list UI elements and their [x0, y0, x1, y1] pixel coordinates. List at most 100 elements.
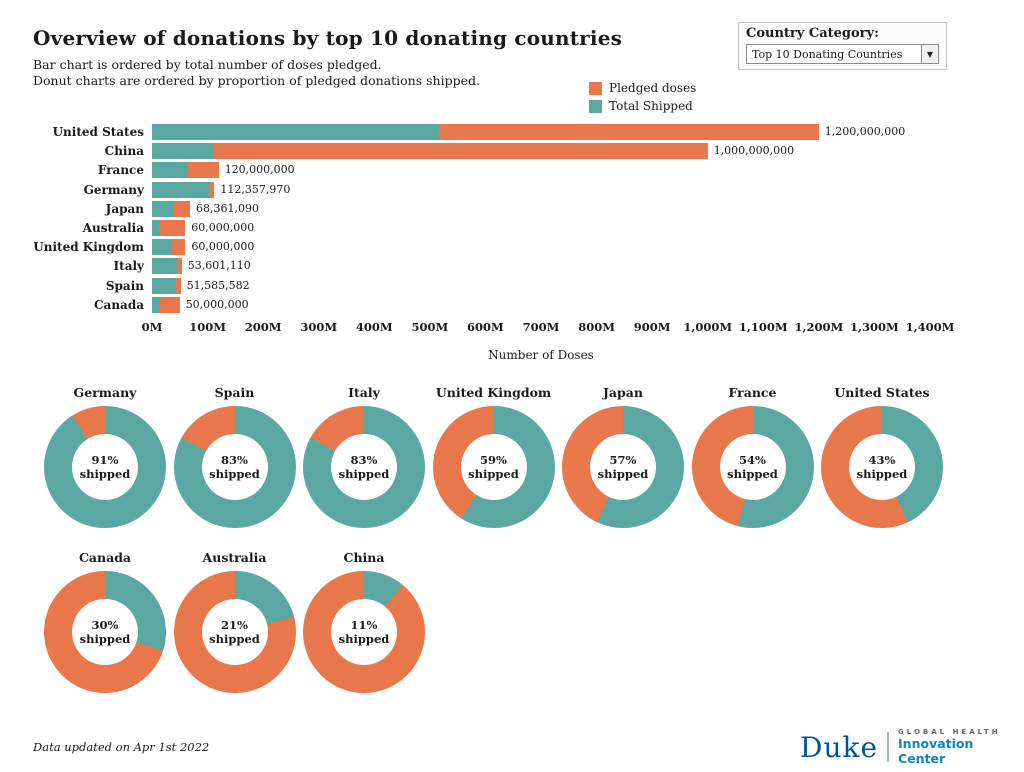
pledged-segment[interactable]: [171, 239, 186, 255]
shipped-segment[interactable]: [152, 297, 161, 313]
donut-title: Italy: [348, 385, 380, 400]
donut-spain: Spain 83% shipped: [170, 385, 300, 528]
bar-row-italy[interactable]: 53,601,110: [152, 258, 251, 274]
pledged-segment[interactable]: [173, 201, 190, 217]
donut-united-kingdom: United Kingdom 59% shipped: [429, 385, 559, 528]
pledged-segment[interactable]: [159, 220, 186, 236]
donut-ring[interactable]: 11% shipped: [303, 571, 425, 693]
x-tick-label: 1,200M: [794, 320, 844, 334]
donut-ring[interactable]: 43% shipped: [821, 406, 943, 528]
donut-italy: Italy 83% shipped: [299, 385, 429, 528]
shipped-segment[interactable]: [152, 162, 188, 178]
donut-ring[interactable]: 59% shipped: [432, 406, 555, 528]
pledged-segment[interactable]: [188, 162, 219, 178]
donut-title: United States: [834, 385, 930, 400]
x-tick-label: 1,100M: [738, 320, 788, 334]
pledged-segment[interactable]: [176, 258, 182, 274]
donut-title: Australia: [202, 550, 267, 565]
bar-country-label-germany: Germany: [83, 183, 144, 197]
donut-sub-label: shipped: [727, 467, 778, 481]
donut-sub-label: shipped: [338, 467, 390, 481]
x-tick-label: 200M: [244, 320, 282, 334]
bar-row-france[interactable]: 120,000,000: [152, 162, 295, 178]
shipped-segment[interactable]: [152, 143, 214, 159]
donut-ring[interactable]: 83% shipped: [303, 406, 425, 528]
bar-row-united-kingdom[interactable]: 60,000,000: [152, 239, 254, 255]
bar-country-labels: United States China France Germany Japan Aust…: [0, 124, 148, 316]
shipped-segment[interactable]: [152, 201, 174, 217]
shipped-swatch: [589, 99, 602, 113]
bar-value-label: 1,000,000,000: [713, 144, 795, 157]
donut-sub-label: shipped: [468, 467, 519, 481]
bar-row-australia[interactable]: 60,000,000: [152, 220, 254, 236]
donut-title: Japan: [603, 385, 643, 400]
bar-row-spain[interactable]: 51,585,582: [152, 278, 250, 294]
shipped-segment[interactable]: [152, 258, 177, 274]
duke-wordmark: Duke: [800, 730, 879, 764]
bar-country-label-spain: Spain: [105, 279, 144, 293]
pledged-segment[interactable]: [438, 124, 819, 140]
donut-hole: 43% shipped: [849, 434, 915, 500]
logo-global-health: GLOBAL HEALTH: [898, 728, 1001, 736]
donut-ring[interactable]: 91% shipped: [44, 406, 166, 528]
shipped-segment[interactable]: [152, 124, 439, 140]
logo-text-block: GLOBAL HEALTH Innovation Center: [898, 728, 1024, 766]
donut-sub-label: shipped: [338, 632, 390, 646]
pledged-segment[interactable]: [208, 182, 215, 198]
shipped-segment[interactable]: [152, 239, 172, 255]
bar-row-united-states[interactable]: 1,200,000,000: [152, 124, 905, 140]
bar-country-label-italy: Italy: [113, 259, 144, 273]
filter-label: Country Category:: [746, 26, 879, 41]
shipped-segment[interactable]: [152, 182, 209, 198]
bar-row-japan[interactable]: 68,361,090: [152, 201, 259, 217]
donut-pct-label: 91%: [91, 453, 119, 467]
bar-value-label: 60,000,000: [191, 221, 255, 234]
pledged-swatch: [589, 81, 602, 95]
x-tick-label: 400M: [355, 320, 393, 334]
bar-row-canada[interactable]: 50,000,000: [152, 297, 249, 313]
legend-label-shipped: Total Shipped: [609, 99, 693, 113]
country-category-filter: Country Category: Top 10 Donating Countr…: [738, 22, 947, 70]
donut-hole: 83% shipped: [201, 434, 268, 500]
donut-pct-label: 83%: [350, 453, 378, 467]
donut-title: United Kingdom: [435, 385, 552, 400]
donut-sub-label: shipped: [597, 467, 649, 481]
legend-item-shipped: Total Shipped: [589, 97, 696, 115]
chevron-down-icon[interactable]: ▼: [921, 45, 938, 63]
donut-ring[interactable]: 21% shipped: [173, 571, 296, 693]
bar-value-label: 112,357,970: [220, 183, 291, 196]
bar-row-germany[interactable]: 112,357,970: [152, 182, 290, 198]
x-tick-label: 100M: [189, 320, 226, 334]
donut-australia: Australia 21% shipped: [170, 550, 300, 693]
bar-value-label: 51,585,582: [186, 279, 250, 292]
pledged-segment[interactable]: [213, 143, 708, 159]
x-tick-label: 800M: [578, 320, 615, 334]
pledged-segment[interactable]: [175, 278, 181, 294]
donut-ring[interactable]: 30% shipped: [44, 571, 166, 693]
bar-country-label-united-states: United States: [52, 125, 144, 139]
donut-pct-label: 43%: [868, 453, 896, 467]
legend-item-pledged: Pledged doses: [589, 79, 696, 97]
shipped-segment[interactable]: [152, 220, 159, 236]
donut-sub-label: shipped: [209, 632, 260, 646]
donut-hole: 21% shipped: [201, 599, 268, 665]
x-axis-ticks: 0M 100M 200M 300M 400M 500M 600M 700M 800M 900M 1,…: [142, 320, 955, 336]
donut-sub-label: shipped: [79, 467, 131, 481]
donut-pct-label: 59%: [480, 453, 507, 467]
donut-hole: 30% shipped: [72, 599, 138, 665]
shipped-segment[interactable]: [152, 278, 176, 294]
donut-ring[interactable]: 83% shipped: [173, 406, 296, 528]
donut-ring[interactable]: 54% shipped: [691, 406, 814, 528]
country-category-dropdown[interactable]: Top 10 Donating Countries ▼: [746, 44, 939, 64]
duke-logo: Duke GLOBAL HEALTH Innovation Center: [800, 728, 1024, 766]
pledged-segment[interactable]: [160, 297, 180, 313]
bar-country-label-canada: Canada: [94, 298, 144, 312]
donut-ring[interactable]: 57% shipped: [562, 406, 684, 528]
logo-divider: [887, 732, 890, 762]
bar-row-china[interactable]: 1,000,000,000: [152, 143, 794, 159]
donut-pct-label: 83%: [221, 453, 248, 467]
donut-hole: 91% shipped: [72, 434, 138, 500]
x-tick-label: 0M: [141, 320, 163, 334]
page-title: Overview of donations by top 10 donating…: [33, 26, 623, 50]
x-tick-label: 300M: [300, 320, 338, 334]
